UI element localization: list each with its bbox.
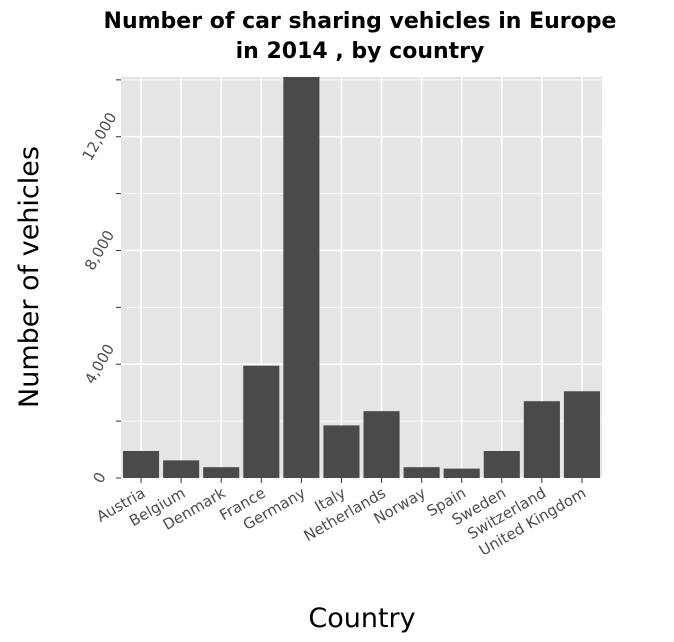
bar-austria — [123, 450, 160, 478]
y-axis-title: Number of vehicles — [14, 146, 45, 408]
bar-denmark — [203, 467, 240, 478]
y-axis: 0 4,000 8,000 12,000 — [79, 79, 121, 486]
y-tick-label: 4,000 — [81, 341, 118, 387]
y-tick-label: 12,000 — [79, 109, 121, 163]
bar-belgium — [163, 460, 200, 478]
bar-norway — [403, 467, 440, 478]
bar-italy — [323, 425, 360, 478]
bars — [123, 77, 600, 478]
bar-switzerland — [523, 401, 560, 478]
bar-sweden — [483, 450, 520, 478]
y-tick-label: 0 — [89, 469, 109, 486]
bar-netherlands — [363, 411, 400, 478]
bar-france — [243, 365, 280, 478]
chart-title-line-2: in 2014 , by country — [236, 39, 485, 64]
bar-united-kingdom — [563, 391, 600, 478]
bar-germany — [283, 77, 320, 478]
y-tick-label: 8,000 — [81, 227, 118, 273]
chart-title-line-1: Number of car sharing vehicles in Europe — [104, 9, 617, 34]
bar-spain — [443, 468, 480, 478]
plot-panel — [121, 77, 602, 478]
x-axis-title: Country — [308, 603, 415, 634]
